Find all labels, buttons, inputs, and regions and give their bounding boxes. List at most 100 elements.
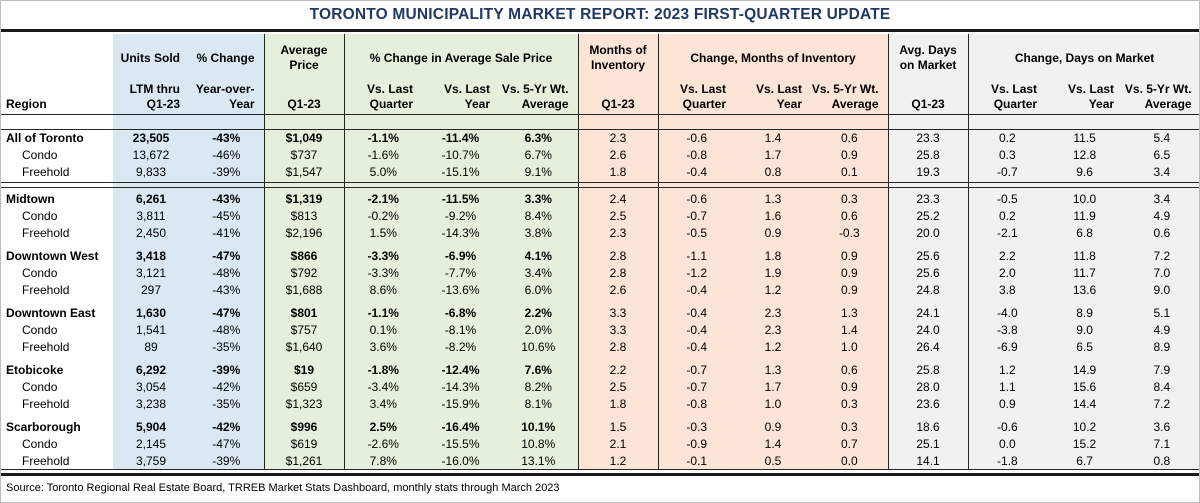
value-cell: 3.4% [499,264,579,282]
value-cell: 14.4 [1046,395,1124,413]
value-cell: 0.3 [967,146,1047,164]
value-cell: 2.5% [343,418,422,436]
value-cell: 1.4 [811,321,889,339]
value-cell: 2.5 [577,378,659,396]
value-cell: 0.6 [1123,224,1199,242]
spacer-cell [967,241,1047,248]
region-label-cell: Midtown [6,192,55,206]
value-cell: -3.8 [967,321,1047,339]
region-header-spacer [1,34,113,82]
col-header-months-inventory: Months of Inventory [577,34,659,82]
value-cell: 3.4 [1123,163,1199,181]
value-cell: 1.2 [967,361,1047,379]
value-cell: 5,904 [113,418,189,436]
value-cell: 1.2 [577,452,659,470]
spacer-cell [1123,241,1199,248]
value-cell: 8.9 [1046,304,1124,322]
value-cell: 0.9 [811,264,889,282]
value-cell: $813 [263,207,344,225]
value-cell: 15.6 [1046,378,1124,396]
spacer-cell [499,241,579,248]
region-sub-row: Condo 2,145 -47% $619 -2.6% -15.5% 10.8% 2.1 -0.… [1,435,1199,453]
spacer-cell [263,182,344,188]
value-cell: 10.0 [1046,190,1124,208]
subheader-dom-vs-last-quarter: Vs. Last Quarter [967,82,1047,115]
value-cell: -0.6 [657,129,736,147]
spacer-cell [263,180,344,183]
value-cell: 0.9 [811,247,889,265]
value-cell: 1.5 [577,418,659,436]
region-label-cell: Condo [22,323,58,337]
spacer-cell [735,182,812,188]
value-cell: 2.3 [577,129,659,147]
spacer-cell [657,187,736,191]
value-cell: 9.0 [1046,321,1124,339]
spacer-cell [811,187,889,191]
spacer-cell [735,241,812,248]
region-label-cell: Etobicoke [6,363,64,377]
value-cell: 2.8 [577,247,659,265]
value-cell: 3.8% [499,224,579,242]
value-cell: 10.1% [499,418,579,436]
value-cell: -7.7% [422,264,499,282]
spacer-cell [189,114,264,130]
value-cell: -0.6 [967,418,1047,436]
region-sub-row: Freehold 2,450 -41% $2,196 1.5% -14.3% 3.8% 2.3… [1,224,1199,242]
value-cell: 1.2 [735,281,812,299]
value-cell: -0.8 [657,146,736,164]
value-cell: $737 [263,146,344,164]
value-cell: 4.1% [499,247,579,265]
value-cell: 1.9 [735,264,812,282]
value-cell: -43% [189,129,264,147]
spacer-cell [1046,241,1124,248]
value-cell: 9,833 [113,163,189,181]
value-cell: 2.6 [577,281,659,299]
spacer-cell [1046,412,1124,419]
subheader-moi-vs-5yr: Vs. 5-Yr Wt. Average [811,82,889,115]
value-cell: 25.6 [887,247,969,265]
value-cell: -39% [189,361,264,379]
value-cell: 1.3 [811,304,889,322]
spacer-cell [1123,182,1199,188]
value-cell: $792 [263,264,344,282]
spacer-cell [263,241,344,248]
spacer-cell [1123,298,1199,305]
region-label-cell: Condo [22,380,58,394]
value-cell: 2.3 [735,321,812,339]
value-cell: 0.2 [967,207,1047,225]
value-cell: 1,630 [113,304,189,322]
spacer-cell [499,180,579,183]
spacer-cell [887,241,969,248]
spacer-cell [811,355,889,362]
value-cell: 3.3 [577,304,659,322]
value-cell: -35% [189,338,264,356]
value-cell: 0.8 [1123,452,1199,470]
spacer-cell [422,187,499,191]
value-cell: 14.1 [887,452,969,470]
group-gap-row [1,241,1199,248]
value-cell: 3.3 [577,321,659,339]
value-cell: -0.4 [657,304,736,322]
value-cell: $1,261 [263,452,344,470]
value-cell: -13.6% [422,281,499,299]
value-cell: 3,054 [113,378,189,396]
value-cell: 2.8 [577,338,659,356]
spacer-cell [422,298,499,305]
value-cell: 6.0% [499,281,579,299]
spacer-cell [189,187,264,191]
spacer-cell [1046,180,1124,183]
value-cell: 3,759 [113,452,189,470]
value-cell: 25.2 [887,207,969,225]
double-rule-row [1,182,1199,188]
value-cell: 1.8 [735,247,812,265]
value-cell: 0.9 [735,418,812,436]
spacer-cell [263,298,344,305]
value-cell: -14.3% [422,224,499,242]
value-cell: 0.7 [811,435,889,453]
value-cell: -46% [189,146,264,164]
spacer-cell [343,187,422,191]
report-title: TORONTO MUNICIPALITY MARKET REPORT: 2023… [309,6,891,23]
region-total-row: Downtown East 1,630 -47% $801 -1.1% -6.8% 2.2%… [1,304,1199,322]
region-sub-row: Freehold 89 -35% $1,640 3.6% -8.2% 10.6% 2.8 -0.… [1,338,1199,356]
